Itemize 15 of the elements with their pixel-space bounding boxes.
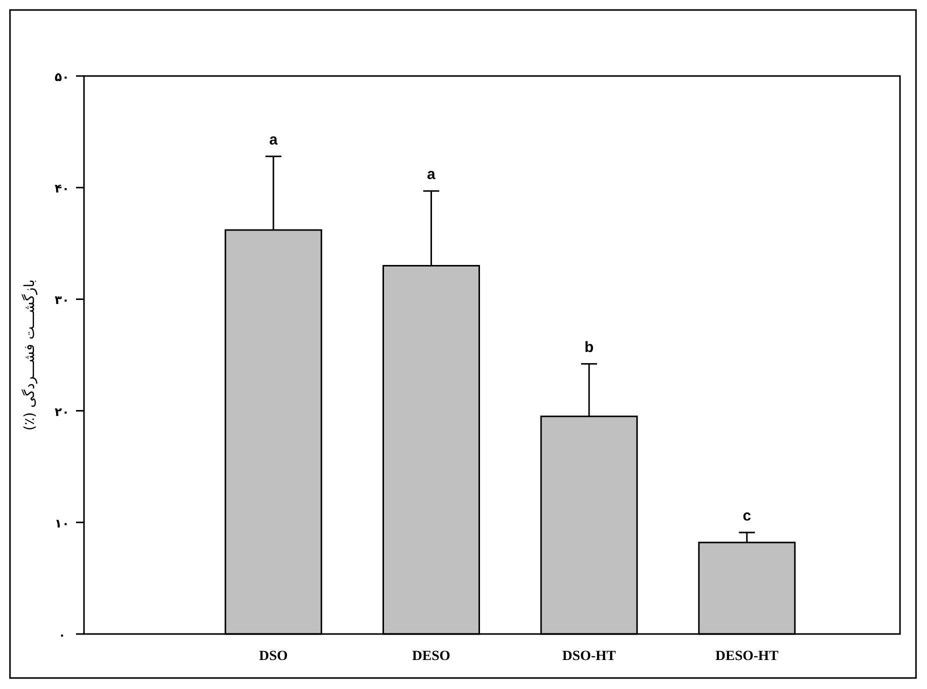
x-tick-label: DSO bbox=[259, 649, 288, 664]
annotation: c bbox=[742, 507, 752, 524]
y-axis-title: بازگشـــت فشـــردگی (٪) bbox=[21, 279, 38, 431]
y-tick-label: ۱۰ bbox=[54, 516, 70, 530]
x-tick-label: DESO bbox=[412, 649, 450, 664]
annotation: a bbox=[427, 166, 436, 183]
x-tick-label: DSO-HT bbox=[562, 649, 617, 664]
x-tick-label: DESO-HT bbox=[715, 649, 780, 664]
y-tick-label: ۴۰ bbox=[54, 182, 70, 196]
annotation: b bbox=[584, 338, 594, 356]
y-tick-label: ۲۰ bbox=[54, 404, 70, 419]
y-tick-label: ۵۰ bbox=[54, 70, 70, 84]
y-tick-label: ۰ bbox=[58, 628, 66, 642]
annotation: a bbox=[269, 131, 278, 148]
y-tick-label: ۳۰ bbox=[54, 293, 70, 308]
